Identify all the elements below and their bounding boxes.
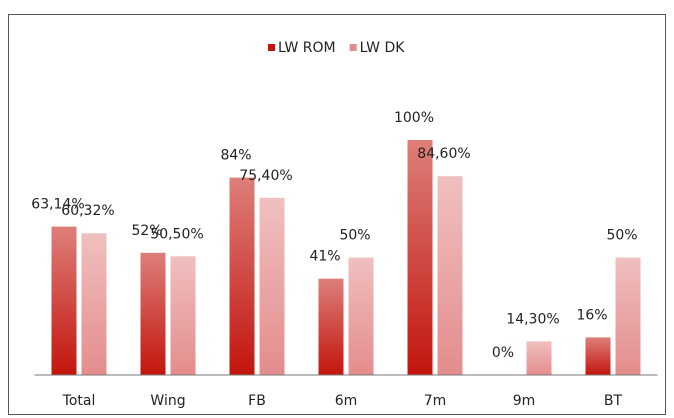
data-label: 16% [576, 307, 607, 323]
data-label: 14,30% [506, 311, 559, 327]
data-label: 0% [492, 345, 514, 361]
bar [259, 197, 285, 375]
x-tick-label: FB [248, 393, 266, 409]
data-label: 75,40% [239, 168, 292, 184]
x-tick-label: 9m [513, 393, 536, 409]
data-label: 50,50% [150, 226, 203, 242]
legend-label: LW DK [360, 40, 406, 56]
data-label: 52% [131, 223, 162, 239]
data-label: 60,32% [61, 203, 114, 219]
bar [318, 278, 344, 375]
data-label: 63,14% [31, 197, 84, 213]
bar [229, 177, 255, 375]
x-tick-label: 7m [424, 393, 447, 409]
bar [615, 257, 641, 375]
bar [526, 341, 552, 375]
data-label: 100% [394, 110, 434, 126]
legend-swatch [268, 44, 275, 51]
x-tick-label: Total [62, 393, 96, 409]
bar [170, 256, 196, 375]
data-label: 50% [339, 228, 370, 244]
data-label: 84,60% [417, 146, 470, 162]
data-label: 41% [309, 249, 340, 265]
bar [348, 257, 374, 375]
legend-swatch [349, 44, 357, 51]
legend-label: LW ROM [278, 40, 336, 56]
bar [140, 252, 166, 375]
data-label: 50% [606, 228, 637, 244]
data-label: 84% [220, 148, 251, 164]
x-tick-label: 6m [335, 393, 358, 409]
bar [51, 226, 77, 375]
x-tick-label: BT [604, 393, 623, 409]
x-tick-label: Wing [150, 393, 185, 409]
bar [437, 176, 463, 375]
bar [407, 140, 433, 375]
bar [585, 337, 611, 375]
bar [81, 233, 107, 375]
